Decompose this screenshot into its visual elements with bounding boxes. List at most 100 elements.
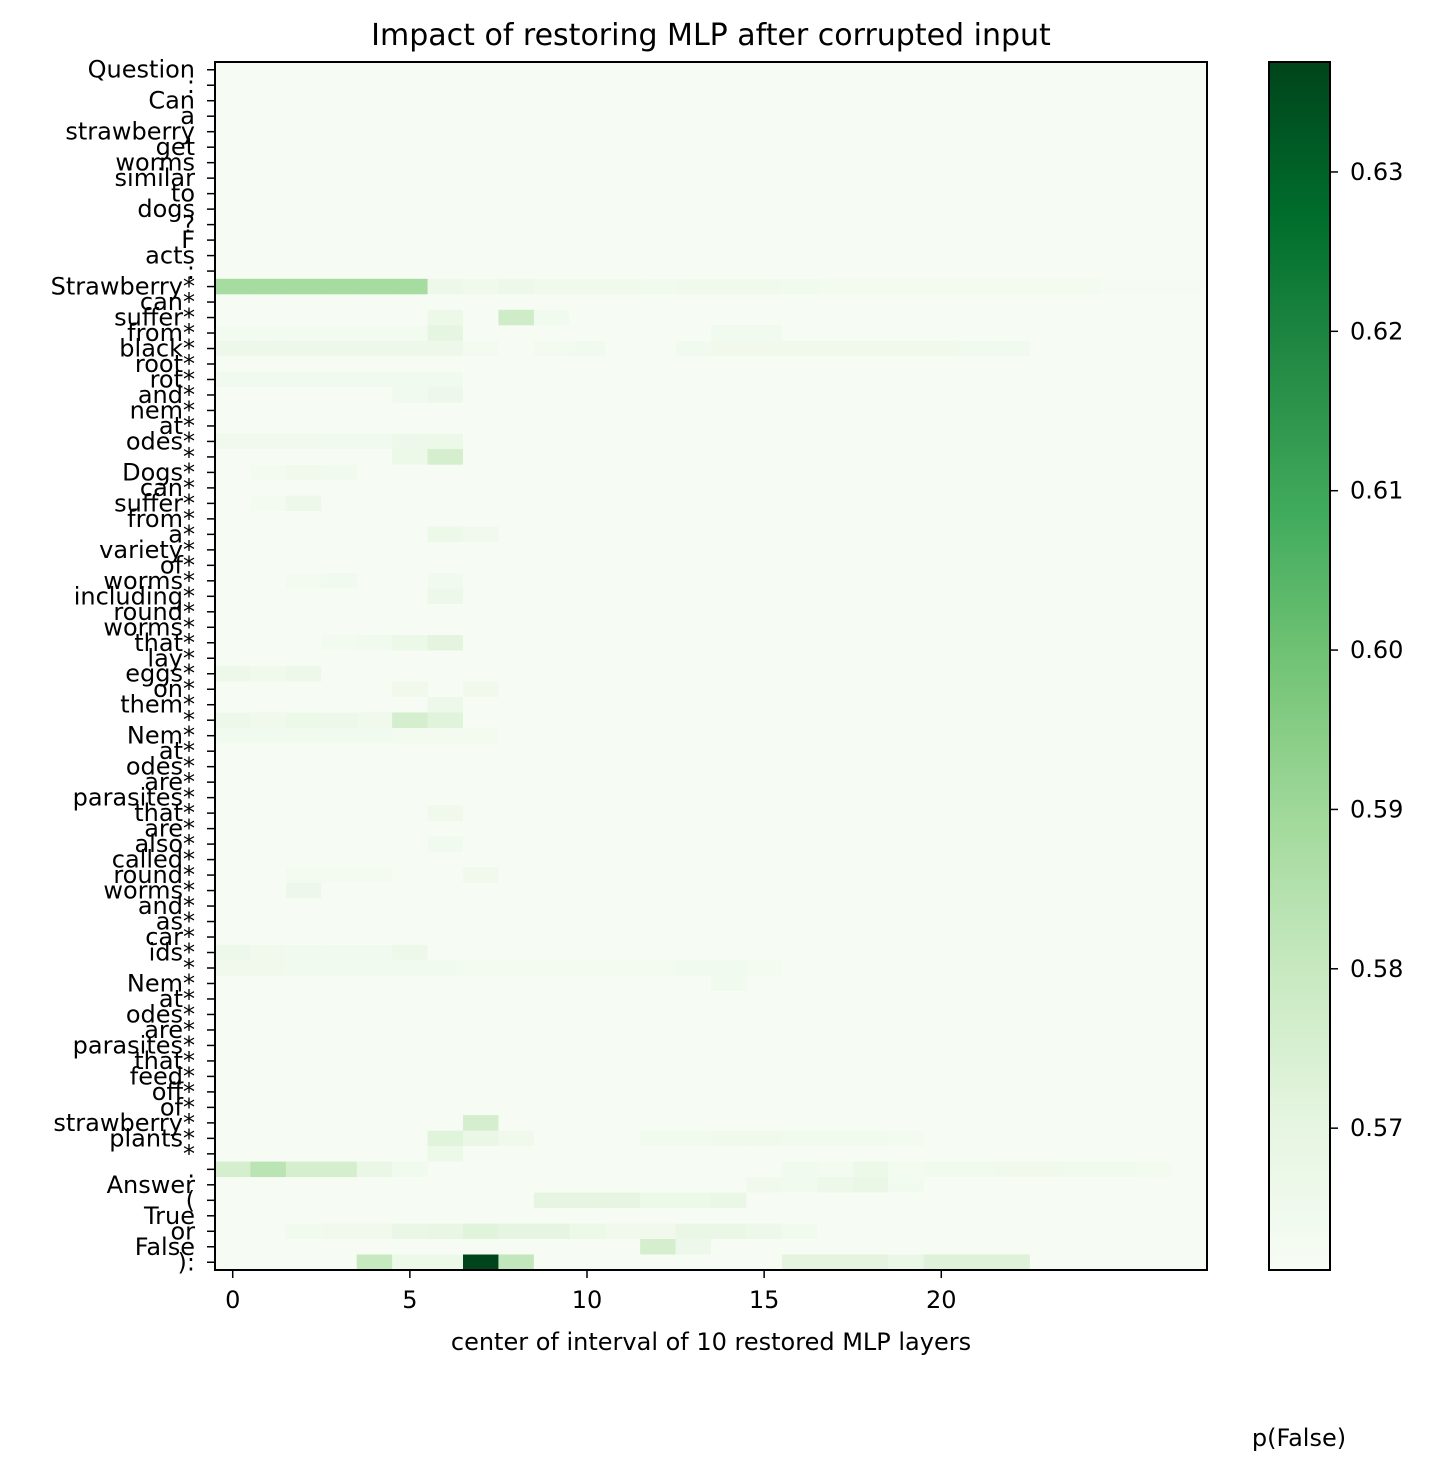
heatmap-cell <box>356 898 393 915</box>
heatmap-cell <box>959 449 996 466</box>
heatmap-cell <box>215 170 252 187</box>
heatmap-cell <box>640 743 677 760</box>
heatmap-cell <box>1065 325 1102 342</box>
heatmap-cell <box>392 247 429 264</box>
heatmap-cell <box>959 92 996 110</box>
heatmap-cell <box>250 480 287 497</box>
heatmap-cell <box>923 975 960 992</box>
heatmap-cell <box>959 727 996 745</box>
heatmap-cell <box>1136 92 1173 110</box>
heatmap-cell <box>392 1115 429 1132</box>
heatmap-cell <box>817 867 854 884</box>
heatmap-cell <box>604 666 641 683</box>
heatmap-cell <box>994 387 1031 404</box>
heatmap-cell <box>888 356 925 373</box>
heatmap-cell <box>285 371 322 388</box>
heatmap-cell <box>1029 154 1066 172</box>
heatmap-cell <box>959 820 996 837</box>
heatmap-cell <box>675 92 712 110</box>
heatmap-cell <box>640 309 677 326</box>
heatmap-cell <box>463 1115 500 1132</box>
heatmap-cell <box>994 309 1031 326</box>
heatmap-cell <box>1029 232 1066 249</box>
heatmap-cell <box>250 309 287 326</box>
heatmap-cell <box>675 1130 712 1147</box>
heatmap-cell <box>1171 1068 1208 1085</box>
heatmap-cell <box>640 247 677 264</box>
heatmap-cell <box>1029 449 1066 466</box>
heatmap-cell <box>923 913 960 930</box>
y-tick-label: * <box>183 443 195 471</box>
heatmap-cell <box>817 1068 854 1085</box>
heatmap-cell <box>1136 356 1173 373</box>
heatmap-cell <box>498 944 535 961</box>
heatmap-cell <box>711 991 748 1008</box>
heatmap-cell <box>356 309 393 326</box>
heatmap-cell <box>852 681 889 698</box>
heatmap-cell <box>463 77 500 94</box>
heatmap-cell <box>498 154 535 172</box>
heatmap-cell <box>392 108 429 125</box>
heatmap-cell <box>569 743 606 760</box>
heatmap-cell <box>250 123 287 141</box>
heatmap-cell <box>1029 108 1066 125</box>
heatmap-cell <box>285 1099 322 1116</box>
heatmap-cell <box>923 851 960 868</box>
heatmap-cell <box>250 263 287 280</box>
heatmap-cell <box>1100 263 1137 280</box>
heatmap-cell <box>569 402 606 419</box>
heatmap-cell <box>604 511 641 528</box>
heatmap-cell <box>250 247 287 264</box>
heatmap-cell <box>781 758 818 776</box>
heatmap-cell <box>463 325 500 342</box>
heatmap-cell <box>781 309 818 326</box>
heatmap-cell <box>640 712 677 729</box>
heatmap-cell <box>817 495 854 512</box>
heatmap-cell <box>888 836 925 853</box>
heatmap-cell <box>817 913 854 930</box>
heatmap-cell <box>285 108 322 125</box>
heatmap-cell <box>285 356 322 373</box>
heatmap-cell <box>1065 402 1102 419</box>
heatmap-cell <box>321 371 358 388</box>
heatmap-cell <box>498 185 535 202</box>
heatmap-cell <box>817 1161 854 1178</box>
heatmap-cell <box>392 278 429 295</box>
heatmap-cell <box>569 1022 606 1039</box>
heatmap-cell <box>923 1192 960 1209</box>
heatmap-cell <box>498 867 535 884</box>
heatmap-cell <box>1100 433 1137 450</box>
heatmap-cell <box>215 1177 252 1194</box>
heatmap-cell <box>817 1084 854 1101</box>
heatmap-cell <box>250 557 287 574</box>
heatmap-cell <box>1065 480 1102 497</box>
heatmap-cell <box>285 681 322 698</box>
heatmap-cell <box>1100 666 1137 683</box>
heatmap-cell <box>1100 449 1137 466</box>
heatmap-cell <box>533 666 570 683</box>
heatmap-cell <box>427 402 464 419</box>
heatmap-cell <box>356 712 393 729</box>
heatmap-cell <box>711 123 748 141</box>
heatmap-cell <box>356 1084 393 1101</box>
heatmap-cell <box>569 1130 606 1147</box>
heatmap-cell <box>852 696 889 714</box>
heatmap-cell <box>604 774 641 791</box>
heatmap-cell <box>498 1239 535 1256</box>
heatmap-cell <box>533 913 570 930</box>
heatmap-cell <box>356 774 393 791</box>
heatmap-cell <box>427 278 464 295</box>
heatmap-cell <box>215 789 252 806</box>
heatmap-cell <box>569 604 606 621</box>
heatmap-cell <box>746 356 783 373</box>
heatmap-cell <box>1171 681 1208 698</box>
heatmap-cell <box>711 619 748 636</box>
heatmap-cell <box>285 402 322 419</box>
heatmap-cell <box>817 1115 854 1132</box>
heatmap-cell <box>888 650 925 667</box>
heatmap-cell <box>888 666 925 683</box>
y-tick-label: are* <box>144 768 195 796</box>
heatmap-cell <box>888 573 925 590</box>
heatmap-cell <box>569 495 606 512</box>
heatmap-cell <box>533 1192 570 1209</box>
